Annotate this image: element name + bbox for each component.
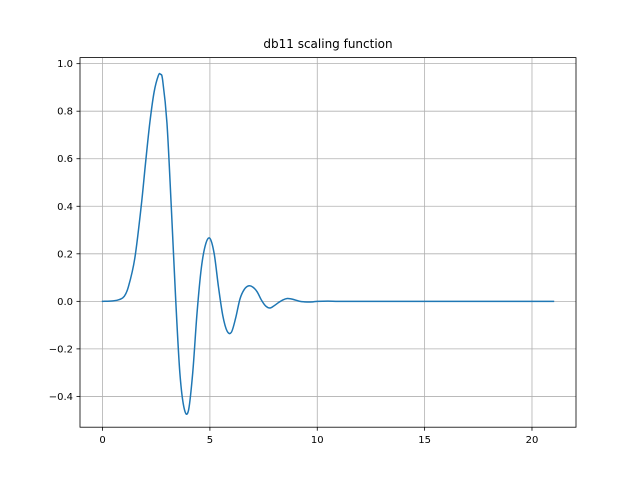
y-tick-label: −0.4 — [49, 392, 73, 403]
chart-title: db11 scaling function — [263, 37, 392, 51]
x-tick-label: 5 — [207, 435, 213, 446]
series-line — [101, 72, 555, 415]
x-axis: 0 5 10 15 20 — [99, 427, 538, 446]
x-tick-label: 0 — [99, 435, 105, 446]
y-axis: −0.4 −0.2 0.0 0.2 0.4 0.6 0.8 1.0 — [49, 59, 80, 403]
x-tick-label: 10 — [311, 435, 324, 446]
x-tick-label: 15 — [418, 435, 431, 446]
x-tick-label: 20 — [526, 435, 539, 446]
y-tick-label: 0.6 — [57, 154, 73, 165]
y-tick-label: 0.8 — [57, 107, 73, 118]
y-tick-label: −0.2 — [49, 344, 73, 355]
y-tick-label: 1.0 — [57, 59, 73, 70]
y-tick-label: 0.4 — [57, 202, 73, 213]
plot-frame — [79, 57, 577, 428]
y-tick-label: 0.2 — [57, 249, 73, 260]
series-layer — [101, 72, 555, 415]
y-tick-label: 0.0 — [57, 297, 73, 308]
grid — [80, 57, 576, 428]
